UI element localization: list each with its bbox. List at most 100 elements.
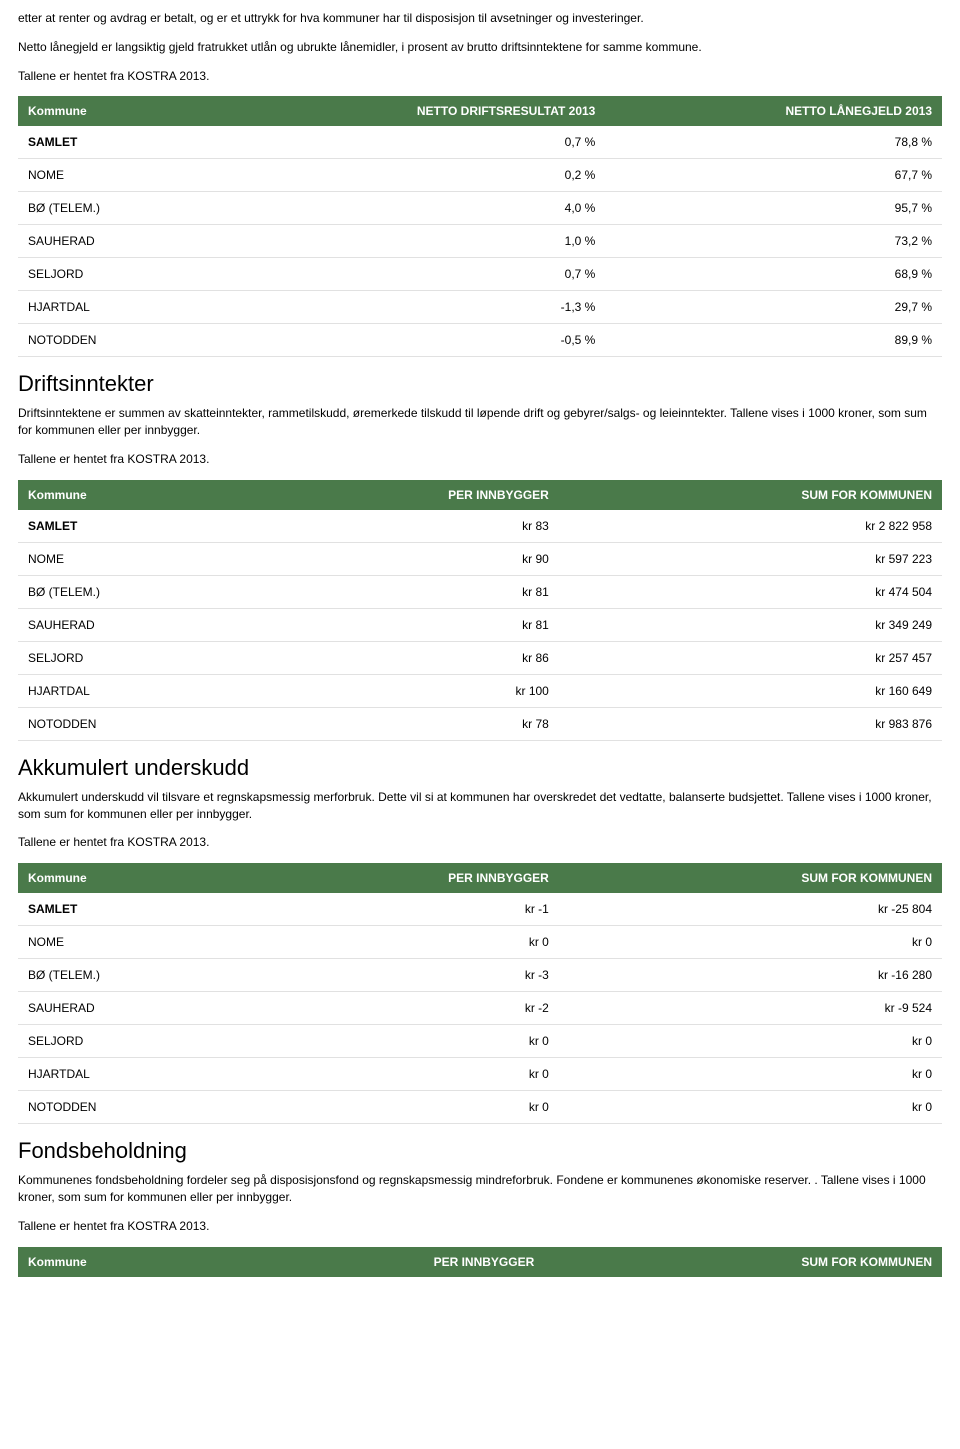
table-row: SAUHERAD1,0 %73,2 % [18,225,942,258]
cell-value-a: kr 0 [252,1025,559,1058]
table-row: NOTODDENkr 0kr 0 [18,1091,942,1124]
drift-paragraph-1: Driftsinntektene er summen av skatteinnt… [18,405,942,439]
fond-paragraph-2: Tallene er hentet fra KOSTRA 2013. [18,1218,942,1235]
akk-paragraph-2: Tallene er hentet fra KOSTRA 2013. [18,834,942,851]
table-row: SAUHERADkr -2kr -9 524 [18,992,942,1025]
table-row: NOTODDENkr 78kr 983 876 [18,707,942,740]
cell-value-a: kr 81 [252,575,559,608]
table-row: BØ (TELEM.)kr -3kr -16 280 [18,959,942,992]
cell-value-a: kr 0 [252,1058,559,1091]
cell-kommune: BØ (TELEM.) [18,192,204,225]
cell-value-a: 1,0 % [204,225,605,258]
table-row: SAMLET0,7 %78,8 % [18,126,942,159]
cell-value-b: kr 0 [559,1091,942,1124]
cell-value-a: kr 0 [252,926,559,959]
cell-kommune: SAUHERAD [18,225,204,258]
cell-kommune: SELJORD [18,258,204,291]
cell-kommune: NOTODDEN [18,1091,252,1124]
cell-kommune: BØ (TELEM.) [18,959,252,992]
intro-paragraph-3: Tallene er hentet fra KOSTRA 2013. [18,68,942,85]
cell-kommune: HJARTDAL [18,1058,252,1091]
cell-value-b: 29,7 % [605,291,942,324]
col-sum-kommunen: SUM FOR KOMMUNEN [544,1247,942,1277]
cell-value-a: -1,3 % [204,291,605,324]
cell-value-b: kr 349 249 [559,608,942,641]
intro-paragraph-2: Netto lånegjeld er langsiktig gjeld frat… [18,39,942,56]
cell-kommune: NOTODDEN [18,707,252,740]
cell-value-b: 89,9 % [605,324,942,357]
cell-value-a: kr -2 [252,992,559,1025]
table-row: NOTODDEN-0,5 %89,9 % [18,324,942,357]
col-kommune: Kommune [18,863,252,893]
col-sum-kommunen: SUM FOR KOMMUNEN [559,863,942,893]
table-row: SELJORDkr 86kr 257 457 [18,641,942,674]
cell-value-b: 67,7 % [605,159,942,192]
cell-value-b: kr -9 524 [559,992,942,1025]
cell-kommune: BØ (TELEM.) [18,575,252,608]
cell-value-b: kr 160 649 [559,674,942,707]
cell-value-b: 68,9 % [605,258,942,291]
col-kommune: Kommune [18,480,252,510]
cell-value-a: 4,0 % [204,192,605,225]
col-per-innbygger: PER INNBYGGER [252,863,559,893]
cell-value-b: kr 0 [559,926,942,959]
cell-value-b: 78,8 % [605,126,942,159]
table-header-row: Kommune NETTO DRIFTSRESULTAT 2013 NETTO … [18,96,942,126]
drift-heading: Driftsinntekter [18,371,942,397]
table-header-row: Kommune PER INNBYGGER SUM FOR KOMMUNEN [18,1247,942,1277]
cell-value-a: 0,2 % [204,159,605,192]
cell-value-b: kr 0 [559,1025,942,1058]
okonomi-tbody: SAMLET0,7 %78,8 %NOME0,2 %67,7 %BØ (TELE… [18,126,942,357]
table-row: NOMEkr 90kr 597 223 [18,542,942,575]
fond-table: Kommune PER INNBYGGER SUM FOR KOMMUNEN [18,1247,942,1277]
cell-value-a: kr 0 [252,1091,559,1124]
cell-kommune: SELJORD [18,1025,252,1058]
intro-paragraph-1: etter at renter og avdrag er betalt, og … [18,10,942,27]
cell-kommune: SAUHERAD [18,992,252,1025]
cell-value-a: kr 78 [252,707,559,740]
cell-value-a: kr 100 [252,674,559,707]
cell-kommune: SAUHERAD [18,608,252,641]
cell-value-a: kr -3 [252,959,559,992]
akk-heading: Akkumulert underskudd [18,755,942,781]
cell-kommune: SAMLET [18,126,204,159]
drift-tbody: SAMLETkr 83kr 2 822 958NOMEkr 90kr 597 2… [18,510,942,741]
cell-kommune: NOME [18,159,204,192]
cell-value-a: 0,7 % [204,126,605,159]
table-row: SAMLETkr 83kr 2 822 958 [18,510,942,543]
col-driftsresultat: NETTO DRIFTSRESULTAT 2013 [204,96,605,126]
akk-paragraph-1: Akkumulert underskudd vil tilsvare et re… [18,789,942,823]
cell-value-b: kr -25 804 [559,893,942,926]
table-row: HJARTDALkr 100kr 160 649 [18,674,942,707]
table-row: HJARTDAL-1,3 %29,7 % [18,291,942,324]
cell-kommune: NOTODDEN [18,324,204,357]
table-row: SELJORD0,7 %68,9 % [18,258,942,291]
table-row: HJARTDALkr 0kr 0 [18,1058,942,1091]
table-header-row: Kommune PER INNBYGGER SUM FOR KOMMUNEN [18,480,942,510]
table-row: SELJORDkr 0kr 0 [18,1025,942,1058]
table-row: BØ (TELEM.)4,0 %95,7 % [18,192,942,225]
cell-kommune: SELJORD [18,641,252,674]
cell-value-b: kr 597 223 [559,542,942,575]
cell-kommune: HJARTDAL [18,674,252,707]
cell-value-a: kr 83 [252,510,559,543]
akk-tbody: SAMLETkr -1kr -25 804NOMEkr 0kr 0BØ (TEL… [18,893,942,1124]
col-kommune: Kommune [18,96,204,126]
okonomi-table: Kommune NETTO DRIFTSRESULTAT 2013 NETTO … [18,96,942,357]
cell-value-b: kr 474 504 [559,575,942,608]
cell-value-b: 95,7 % [605,192,942,225]
col-per-innbygger: PER INNBYGGER [252,480,559,510]
col-per-innbygger: PER INNBYGGER [226,1247,545,1277]
cell-kommune: SAMLET [18,510,252,543]
col-sum-kommunen: SUM FOR KOMMUNEN [559,480,942,510]
drift-paragraph-2: Tallene er hentet fra KOSTRA 2013. [18,451,942,468]
cell-kommune: NOME [18,542,252,575]
cell-kommune: HJARTDAL [18,291,204,324]
cell-value-b: kr 983 876 [559,707,942,740]
cell-kommune: NOME [18,926,252,959]
cell-kommune: SAMLET [18,893,252,926]
akk-table: Kommune PER INNBYGGER SUM FOR KOMMUNEN S… [18,863,942,1124]
table-row: NOMEkr 0kr 0 [18,926,942,959]
col-lanegjeld: NETTO LÅNEGJELD 2013 [605,96,942,126]
cell-value-b: kr -16 280 [559,959,942,992]
